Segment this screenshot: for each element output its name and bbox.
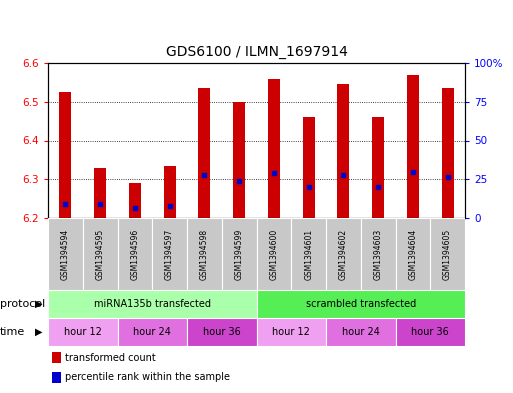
Bar: [117, 218, 152, 290]
Text: time: time: [0, 327, 25, 337]
Bar: [48, 318, 117, 346]
Text: GSM1394599: GSM1394599: [234, 228, 244, 280]
Text: GSM1394601: GSM1394601: [304, 228, 313, 279]
Bar: [187, 318, 256, 346]
Bar: [361, 218, 396, 290]
Bar: [291, 218, 326, 290]
Bar: [233, 102, 245, 218]
Text: GSM1394598: GSM1394598: [200, 228, 209, 279]
Text: percentile rank within the sample: percentile rank within the sample: [65, 373, 230, 382]
Bar: [222, 218, 256, 290]
Bar: [48, 290, 256, 318]
Bar: [396, 318, 465, 346]
Bar: [337, 84, 349, 218]
Bar: [60, 92, 71, 218]
Bar: [83, 218, 117, 290]
Title: GDS6100 / ILMN_1697914: GDS6100 / ILMN_1697914: [166, 45, 347, 59]
Text: GSM1394604: GSM1394604: [408, 228, 418, 280]
Bar: [52, 372, 62, 382]
Bar: [326, 318, 396, 346]
Text: ▶: ▶: [35, 327, 43, 337]
Text: hour 36: hour 36: [203, 327, 241, 337]
Text: GSM1394594: GSM1394594: [61, 228, 70, 280]
Bar: [268, 79, 280, 218]
Text: hour 24: hour 24: [342, 327, 380, 337]
Text: scrambled transfected: scrambled transfected: [306, 299, 416, 309]
Text: hour 36: hour 36: [411, 327, 449, 337]
Text: GSM1394602: GSM1394602: [339, 228, 348, 279]
Text: transformed count: transformed count: [65, 353, 155, 363]
Text: GSM1394595: GSM1394595: [95, 228, 105, 280]
Text: GSM1394597: GSM1394597: [165, 228, 174, 280]
Text: GSM1394605: GSM1394605: [443, 228, 452, 280]
Bar: [199, 88, 210, 218]
Text: GSM1394600: GSM1394600: [269, 228, 279, 280]
Bar: [164, 166, 176, 218]
Bar: [407, 75, 419, 218]
Text: miRNA135b transfected: miRNA135b transfected: [94, 299, 211, 309]
Bar: [372, 117, 384, 218]
Text: GSM1394603: GSM1394603: [373, 228, 383, 280]
Bar: [256, 218, 291, 290]
Bar: [303, 117, 314, 218]
Bar: [48, 218, 83, 290]
Bar: [152, 218, 187, 290]
Bar: [256, 318, 326, 346]
Bar: [129, 183, 141, 218]
Text: protocol: protocol: [0, 299, 45, 309]
Bar: [117, 318, 187, 346]
Bar: [94, 168, 106, 218]
Bar: [326, 218, 361, 290]
Text: hour 24: hour 24: [133, 327, 171, 337]
Bar: [187, 218, 222, 290]
Text: hour 12: hour 12: [64, 327, 102, 337]
Text: GSM1394596: GSM1394596: [130, 228, 140, 280]
Bar: [256, 290, 465, 318]
Bar: [52, 352, 62, 363]
Text: ▶: ▶: [35, 299, 43, 309]
Bar: [442, 88, 453, 218]
Bar: [430, 218, 465, 290]
Bar: [396, 218, 430, 290]
Text: hour 12: hour 12: [272, 327, 310, 337]
